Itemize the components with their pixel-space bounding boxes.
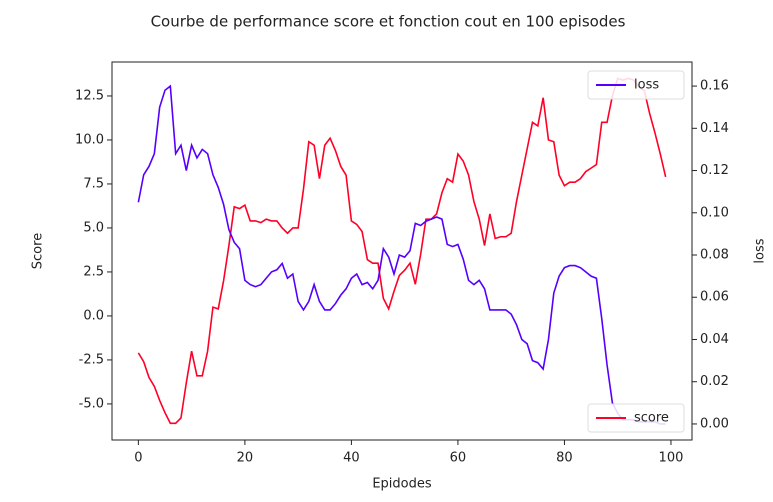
line-1 xyxy=(137,84,666,425)
line-0 xyxy=(137,77,667,425)
y2-tick-label: 0.04 xyxy=(700,332,729,347)
axes-frame xyxy=(111,61,693,441)
y-axis-label: Score xyxy=(31,233,46,269)
legend-box xyxy=(587,70,685,100)
x-tick-label: 20 xyxy=(237,451,254,466)
x-tick-label: 0 xyxy=(134,451,142,466)
legend-label: loss xyxy=(634,78,659,93)
y-tick-label: -2.5 xyxy=(79,352,104,367)
y2-tick-label: 0.06 xyxy=(700,290,729,305)
y2-tick-label: 0.16 xyxy=(700,79,729,94)
legend-label: score xyxy=(634,411,669,426)
y2-tick-label: 0.14 xyxy=(700,121,729,136)
y2-tick-label: 0.02 xyxy=(700,374,729,389)
x-tick-label: 100 xyxy=(659,451,684,466)
y2-tick-label: 0.10 xyxy=(700,205,729,220)
legend-box xyxy=(587,403,685,433)
legend: loss xyxy=(587,70,685,100)
x-tick-label: 40 xyxy=(343,451,360,466)
y2-axis-label: loss xyxy=(753,238,768,263)
y-tick-label: 2.5 xyxy=(83,264,104,279)
chart-title: Courbe de performance score et fonction … xyxy=(151,13,626,31)
y2-tick-label: 0.00 xyxy=(700,416,729,431)
y-tick-label: -5.0 xyxy=(79,396,104,411)
x-axis-label: Epidodes xyxy=(372,477,432,492)
legend: score xyxy=(587,403,685,433)
y2-tick-label: 0.08 xyxy=(700,248,729,263)
y2-tick-label: 0.12 xyxy=(700,163,729,178)
y-tick-label: 7.5 xyxy=(83,176,104,191)
y-tick-label: 5.0 xyxy=(83,220,104,235)
y-tick-label: 0.0 xyxy=(83,308,104,323)
y-tick-label: 12.5 xyxy=(75,88,104,103)
y-tick-label: 10.0 xyxy=(75,132,104,147)
x-tick-label: 60 xyxy=(450,451,467,466)
x-tick-label: 80 xyxy=(556,451,573,466)
